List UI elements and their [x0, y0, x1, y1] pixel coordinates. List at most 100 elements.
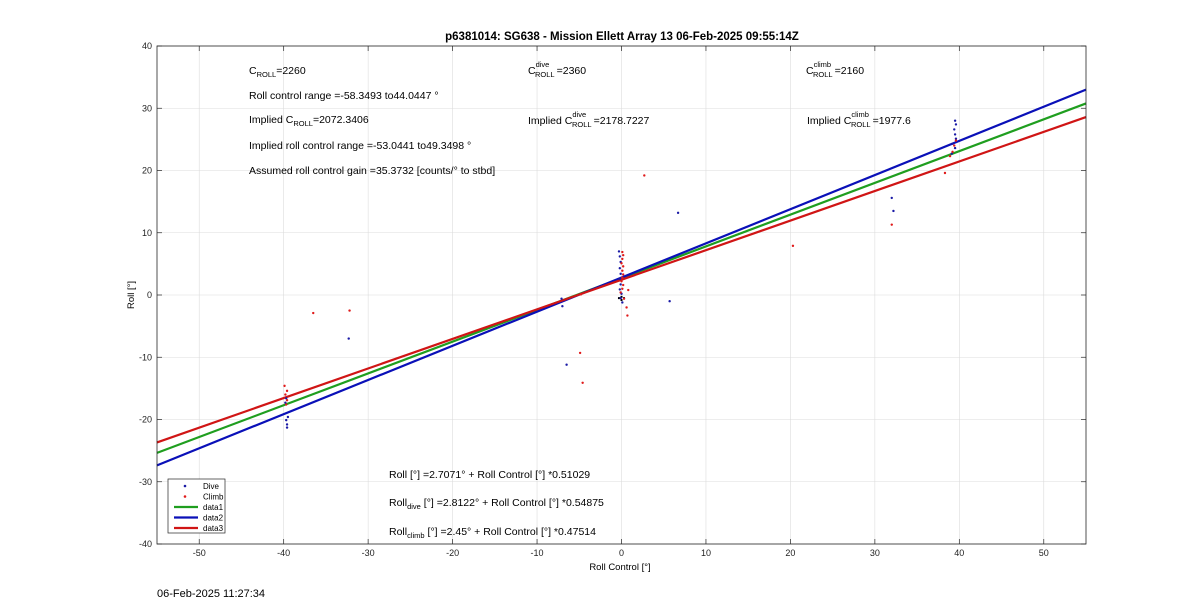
point-climb	[283, 384, 286, 388]
point-dive	[285, 426, 289, 429]
y-tick-label: -30	[139, 477, 152, 487]
x-tick-label: 10	[701, 548, 711, 558]
x-tick-label: 30	[870, 548, 880, 558]
point-dive	[347, 337, 350, 340]
point-climb	[285, 389, 289, 393]
y-tick-label: 40	[142, 41, 152, 51]
c-roll-annotation: CROLL=2260	[249, 65, 306, 79]
point-climb	[627, 288, 630, 292]
point-dive	[619, 272, 622, 276]
point-dive	[618, 255, 622, 258]
equation-dive: Rolldive [°] =2.8122° + Roll Control [°]…	[389, 497, 604, 511]
point-dive	[951, 142, 954, 145]
point-dive	[954, 137, 958, 140]
implied-c-roll-dive-annotation: Implied Cdive ROLL =2178.7227	[528, 110, 650, 129]
point-climb	[643, 174, 646, 177]
legend-label-data3: data3	[203, 524, 224, 533]
point-climb	[948, 154, 952, 158]
point-climb	[285, 399, 289, 402]
point-dive	[618, 277, 622, 281]
c-roll-climb-annotation: Cclimb ROLL =2160	[806, 60, 864, 79]
axis-ticks: -50 -40 -30 -20 -10 0 10 20 30 40 50 -40 -30 -20 -10 0 1…	[139, 41, 1086, 558]
point-dive	[617, 250, 621, 253]
x-tick-label: -30	[362, 548, 375, 558]
point-dive	[953, 146, 957, 150]
point-climb	[890, 223, 893, 226]
data-layer	[156, 88, 1087, 467]
point-climb	[348, 309, 351, 312]
fit-line-data3	[156, 116, 1087, 444]
point-climb	[621, 257, 624, 261]
equation-all: Roll [°] =2.7071° + Roll Control [°] *0.…	[389, 469, 590, 481]
x-tick-label: -20	[446, 548, 459, 558]
point-dive	[285, 418, 288, 422]
point-climb	[621, 250, 624, 254]
point-dive	[618, 267, 622, 270]
point-climb	[621, 283, 625, 287]
point-dive	[953, 119, 957, 122]
legend-marker-dive	[183, 484, 187, 488]
point-climb	[951, 150, 954, 154]
point-climb	[620, 262, 623, 265]
point-dive	[953, 128, 956, 131]
point-dive	[668, 300, 671, 303]
point-dive	[621, 301, 624, 304]
point-dive	[561, 305, 564, 308]
point-dive	[618, 288, 622, 291]
implied-c-roll-annotation: Implied CROLL=2072.3406	[249, 114, 369, 128]
roll-control-range-annotation: Roll control range =-58.3493 to44.0447 °	[249, 90, 439, 102]
x-axis-label: Roll Control [°]	[589, 562, 650, 573]
y-axis-label: Roll [°]	[126, 281, 137, 309]
point-climb	[619, 291, 622, 294]
x-tick-label: -40	[277, 548, 290, 558]
y-tick-label: -10	[139, 352, 152, 362]
x-tick-label: -50	[193, 548, 206, 558]
x-tick-label: 0	[619, 548, 624, 558]
point-climb	[579, 293, 583, 296]
point-climb	[943, 171, 947, 175]
point-climb	[626, 314, 629, 317]
point-climb	[581, 381, 584, 384]
x-tick-label: 20	[785, 548, 795, 558]
point-climb	[622, 297, 626, 300]
point-climb	[625, 306, 628, 309]
point-climb	[621, 287, 624, 290]
legend-label-data1: data1	[203, 503, 224, 512]
y-tick-label: -40	[139, 539, 152, 549]
point-dive	[560, 297, 563, 300]
point-climb	[621, 265, 625, 268]
point-climb	[954, 139, 958, 142]
print-timestamp: 06-Feb-2025 11:27:34	[157, 588, 266, 600]
point-dive	[619, 296, 622, 300]
point-climb	[953, 144, 956, 147]
point-climb	[285, 403, 288, 406]
legend-label-dive: Dive	[203, 482, 220, 491]
point-climb	[312, 311, 315, 315]
implied-c-roll-climb-annotation: Implied Cclimb ROLL =1977.6	[807, 110, 911, 129]
point-dive	[284, 401, 287, 404]
point-climb	[791, 244, 795, 248]
legend-marker-climb	[183, 495, 187, 498]
assumed-gain-annotation: Assumed roll control gain =35.3732 [coun…	[249, 165, 495, 177]
point-dive	[954, 123, 958, 126]
y-tick-label: 30	[142, 103, 152, 113]
point-dive	[619, 283, 622, 286]
x-tick-label: 40	[954, 548, 964, 558]
point-dive	[890, 196, 893, 200]
point-climb	[621, 273, 625, 276]
point-climb	[621, 253, 625, 257]
point-climb	[620, 280, 623, 283]
chart-title: p6381014: SG638 - Mission Ellett Array 1…	[445, 31, 799, 43]
point-dive	[285, 423, 289, 426]
point-dive	[953, 133, 957, 136]
point-dive	[286, 415, 290, 419]
origin-marker	[620, 298, 623, 301]
point-dive	[892, 209, 895, 213]
point-dive	[285, 397, 288, 400]
point-dive	[565, 363, 568, 366]
x-tick-label: 50	[1039, 548, 1049, 558]
point-dive	[950, 152, 953, 155]
point-dive	[676, 211, 680, 215]
